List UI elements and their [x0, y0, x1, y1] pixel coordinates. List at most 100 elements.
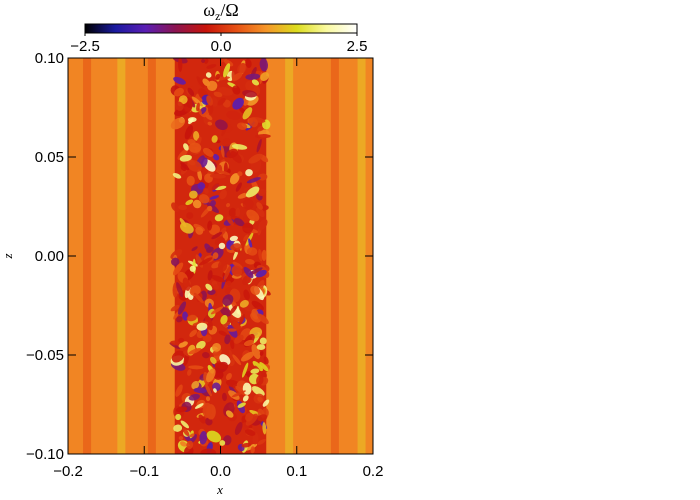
y-tick-label: −0.05	[26, 347, 64, 364]
vortex-blob	[261, 249, 267, 262]
vortex-blob	[176, 316, 183, 323]
vortex-blob	[214, 214, 224, 222]
vortex-blob	[228, 207, 237, 217]
colorbar-tick-label: −2.5	[70, 38, 100, 55]
vortex-blob	[218, 260, 228, 272]
colorbar-ticks: −2.5 0.0 2.5	[70, 33, 367, 55]
vortex-blob	[243, 339, 255, 347]
vortex-blob	[207, 289, 216, 295]
vortex-blob	[196, 102, 200, 112]
vortex-blob	[245, 73, 261, 80]
vortex-blob	[258, 219, 268, 231]
vortex-blob	[251, 300, 264, 311]
vortex-blob	[231, 390, 246, 398]
vortex-blob	[257, 414, 268, 422]
vortex-blob	[259, 362, 269, 372]
vortex-blob	[206, 246, 214, 253]
y-tick-label: 0.05	[35, 149, 64, 166]
vortex-blob	[177, 301, 187, 315]
vortex-blob	[252, 361, 264, 372]
vortex-blob	[220, 314, 228, 325]
y-tick-label: 0.10	[35, 50, 64, 67]
vortex-blob	[255, 269, 267, 278]
vortex-blob	[180, 162, 190, 171]
vortex-blob	[177, 148, 188, 160]
vortex-blob	[182, 277, 191, 291]
x-tick-label: −0.1	[129, 463, 159, 480]
vortex-blob	[193, 292, 204, 304]
vortex-blob	[250, 368, 260, 374]
vortex-blob	[205, 283, 213, 291]
vortex-blob	[231, 320, 241, 331]
vortex-blob	[183, 143, 189, 151]
vortex-blob	[213, 283, 220, 290]
vortex-blob	[207, 205, 213, 212]
colorbar-gradient	[84, 23, 358, 34]
vortex-blob	[230, 339, 235, 350]
vortex-blob	[189, 285, 201, 296]
vortex-blob	[175, 384, 183, 397]
vortex-blob	[209, 195, 220, 200]
vortex-blob	[236, 245, 243, 251]
vortex-blob	[258, 249, 263, 262]
vortex-blob	[215, 119, 228, 130]
vortex-blob	[193, 131, 200, 141]
vortex-blob	[217, 97, 226, 106]
vortex-blob	[195, 226, 204, 235]
vortex-blob	[244, 443, 258, 451]
vortex-blob	[223, 265, 231, 281]
vortex-blob	[242, 362, 249, 378]
vortex-blob	[197, 182, 206, 190]
vortex-blob	[223, 63, 231, 78]
vortex-blob	[170, 117, 186, 130]
vortex-blob	[170, 257, 180, 266]
vortex-blob	[257, 438, 266, 445]
vortex-blob	[186, 175, 195, 186]
vortex-blob	[229, 305, 237, 315]
vortex-blob	[237, 402, 246, 408]
vortex-blob	[245, 58, 252, 68]
vortex-blob	[173, 424, 183, 432]
vortex-blob	[228, 304, 242, 318]
vortex-blob	[243, 234, 249, 242]
vortex-blob	[207, 121, 213, 126]
colorbar-tick-label: 2.5	[347, 38, 368, 55]
vortex-blob	[188, 393, 200, 401]
vortex-blob	[211, 135, 218, 143]
field-stripe	[285, 58, 294, 454]
vortex-blob	[204, 188, 209, 194]
colorbar-title: ωz/Ω	[203, 0, 239, 23]
vortex-blob	[178, 58, 183, 72]
vortex-blob	[245, 258, 255, 265]
vortex-blob	[212, 154, 220, 161]
vortex-blob	[234, 422, 243, 435]
vortex-blob	[196, 322, 208, 331]
vortex-blob	[187, 160, 202, 172]
vortex-blob	[232, 354, 242, 366]
y-axis: −0.10 −0.05 0.00 0.05 0.10	[26, 50, 373, 463]
vortex-blob	[176, 282, 184, 298]
vortex-blob	[173, 262, 184, 276]
vortex-blob	[182, 311, 189, 321]
vortex-blob	[256, 202, 263, 210]
field-stripe	[117, 58, 126, 454]
vortex-blob	[173, 87, 184, 97]
vortex-blob	[214, 362, 228, 370]
vortex-blob	[256, 206, 265, 218]
vortex-blob	[243, 266, 254, 279]
vortex-blob	[185, 199, 194, 206]
vortex-blob	[202, 402, 213, 418]
vortex-blob	[259, 58, 268, 72]
vortex-blob	[262, 399, 270, 407]
vortex-blob	[217, 86, 234, 96]
vortex-blob	[210, 306, 224, 315]
vortex-blob	[196, 340, 206, 350]
vortex-blob	[191, 380, 200, 390]
vortex-blob	[210, 274, 226, 283]
vortex-blob	[198, 414, 206, 424]
vortex-blob	[171, 350, 185, 363]
vortex-blob	[196, 76, 205, 88]
vortex-blob	[171, 202, 180, 212]
vortex-blob	[210, 356, 217, 365]
vortex-blob	[178, 436, 184, 441]
